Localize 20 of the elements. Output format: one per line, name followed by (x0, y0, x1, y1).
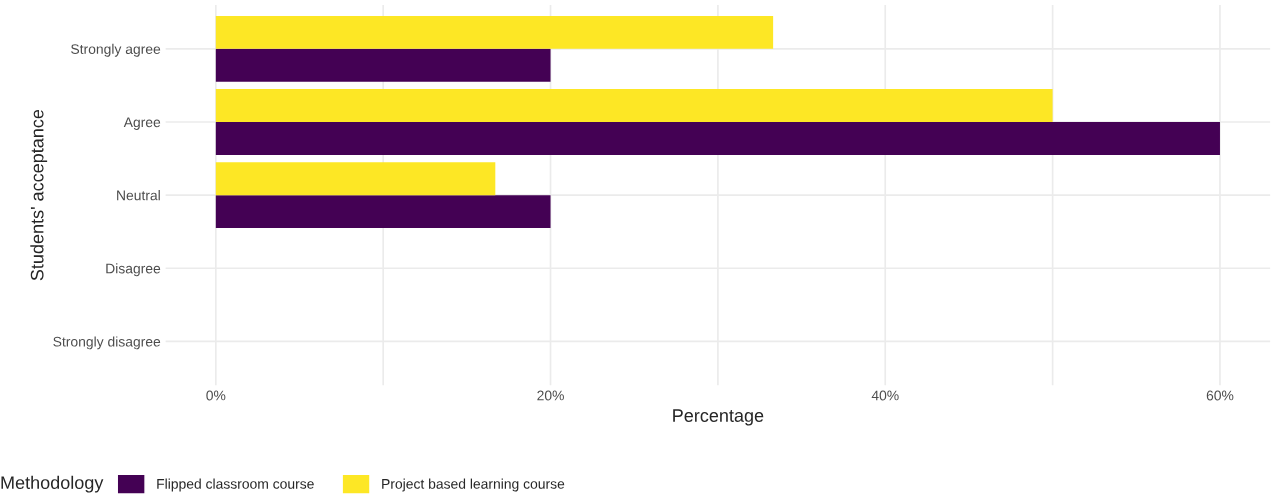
legend-label: Project based learning course (382, 478, 565, 492)
bar (215, 121, 1220, 155)
x-tick-label: 40% (871, 390, 899, 401)
bar (215, 15, 774, 49)
y-tick-label: Neutral (117, 190, 160, 201)
y-tick-label: Agree (123, 117, 161, 130)
x-tick-label: 0% (206, 390, 226, 401)
legend-title: Methodology (1, 475, 104, 493)
y-tick-label: Strongly disagree (53, 336, 161, 350)
y-axis-title: Students' acceptance (30, 109, 48, 281)
y-tick-label: Disagree (106, 263, 161, 277)
bar (215, 195, 551, 229)
legend-label: Flipped classroom course (157, 478, 314, 492)
y-tick-label: Strongly agree (71, 43, 161, 57)
x-tick-label: 60% (1206, 390, 1234, 401)
bar (215, 89, 1053, 122)
x-tick-label: 20% (537, 390, 564, 401)
bar (215, 48, 551, 82)
x-axis-title: Percentage (673, 409, 764, 426)
bar (215, 162, 496, 196)
